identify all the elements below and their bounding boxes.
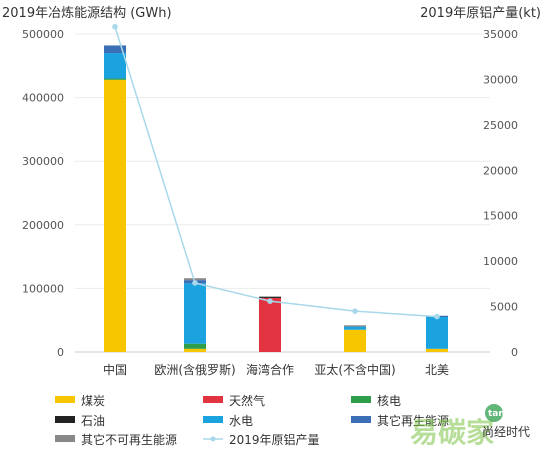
- watermark: 易碳家 tanjiaoyi 尚经时代: [410, 404, 532, 449]
- legend-label: 石油: [81, 414, 105, 428]
- bar-segment: [104, 53, 126, 79]
- production-point: [352, 308, 358, 314]
- legend-swatch: [351, 396, 371, 403]
- bar-segment: [259, 296, 281, 298]
- right-tick-label: 20000: [483, 164, 518, 177]
- bar-segment: [104, 79, 126, 353]
- bar-segment: [184, 343, 206, 349]
- bar-segment: [344, 325, 366, 327]
- watermark-brand: 易碳家: [410, 416, 494, 449]
- right-axis: 0 5000 10000 15000 20000 25000 30000 35000: [483, 28, 518, 359]
- category-label: 北美: [425, 363, 449, 377]
- left-tick-label: 0: [57, 346, 64, 359]
- production-point: [192, 280, 198, 286]
- grid: [75, 33, 490, 353]
- category-label: 中国: [103, 362, 127, 377]
- category-labels: 中国 欧洲(含俄罗斯) 海湾合作 亚太(不含中国) 北美: [103, 362, 449, 377]
- production-point: [434, 313, 440, 320]
- right-tick-label: 5000: [490, 301, 518, 314]
- legend-swatch: [203, 416, 223, 423]
- watermark-site: tanjiaoyi: [488, 409, 532, 419]
- left-tick-label: 300000: [22, 155, 64, 168]
- category-label: 亚太(不含中国): [314, 362, 395, 377]
- legend-label: 天然气: [229, 393, 265, 408]
- production-point: [112, 23, 118, 30]
- bar-segment: [259, 297, 281, 352]
- legend-label: 其它不可再生能源: [81, 432, 177, 447]
- legend-label: 水电: [229, 414, 253, 428]
- legend-swatch: [55, 435, 75, 442]
- right-tick-label: 35000: [483, 28, 518, 41]
- left-axis-title: 2019年冶炼能源结构 (GWh): [2, 6, 172, 21]
- legend-marker: [210, 436, 216, 442]
- watermark-badge: [485, 404, 503, 422]
- bar-segment: [104, 78, 126, 80]
- right-tick-label: 0: [511, 346, 518, 359]
- production-line-layer: [112, 23, 440, 320]
- category-label: 欧洲(含俄罗斯): [154, 362, 235, 377]
- legend-swatch: [55, 416, 75, 423]
- right-axis-title: 2019年原铝产量(kt): [420, 6, 541, 21]
- bar-segment: [344, 329, 366, 352]
- left-tick-label: 200000: [22, 219, 64, 232]
- legend-label: 其它再生能源: [377, 413, 449, 428]
- bar-segment: [426, 348, 448, 352]
- legend-label: 2019年原铝产量: [229, 432, 320, 447]
- watermark-account: 尚经时代: [482, 425, 530, 439]
- right-tick-label: 30000: [483, 73, 518, 86]
- bar-segment: [184, 278, 206, 281]
- legend-swatch: [55, 396, 75, 403]
- right-tick-label: 10000: [483, 255, 518, 268]
- left-tick-label: 500000: [22, 28, 64, 41]
- production-line: [114, 26, 438, 318]
- bar-segment: [184, 348, 206, 352]
- bar-segment: [184, 283, 206, 344]
- legend-label: 核电: [377, 394, 401, 408]
- legend-swatch: [351, 416, 371, 423]
- bar-segment: [344, 326, 366, 330]
- legend-label: 煤炭: [81, 394, 105, 408]
- right-tick-label: 15000: [483, 210, 518, 223]
- category-label: 海湾合作: [246, 362, 294, 377]
- left-tick-label: 400000: [22, 92, 64, 105]
- bar-segment: [104, 45, 126, 54]
- right-tick-label: 25000: [483, 119, 518, 132]
- bar-segment: [426, 317, 448, 349]
- bars: [104, 45, 448, 353]
- left-axis: 0 100000 200000 300000 400000 500000: [22, 28, 64, 359]
- production-point: [267, 298, 273, 304]
- legend-swatch: [203, 396, 223, 403]
- left-tick-label: 100000: [22, 282, 64, 295]
